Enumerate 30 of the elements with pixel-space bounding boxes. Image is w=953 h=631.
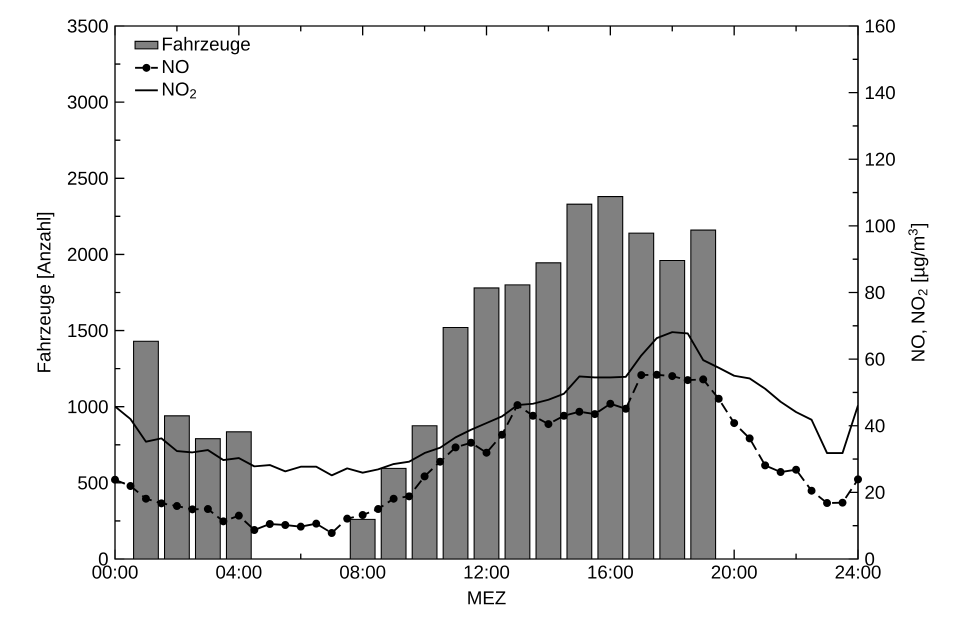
y-tick-label: 2000 bbox=[68, 248, 108, 262]
x-axis-title: MEZ bbox=[468, 591, 506, 604]
y-tick-label: 2500 bbox=[68, 172, 108, 185]
legend-label: NO$_{2}$ bbox=[162, 82, 196, 98]
legend-label: NO bbox=[162, 60, 189, 74]
y-tick-label: 500 bbox=[78, 476, 108, 490]
y-axis-title: Fahrzeuge [Anzahl] bbox=[36, 212, 54, 372]
y2-tick-label: 20 bbox=[865, 486, 885, 499]
y2-tick-label: 120 bbox=[866, 152, 895, 166]
y2-tick-label: 80 bbox=[865, 286, 885, 300]
y2-axis-title: NO, NO$_{2}$ [µg/m$^{3}$] bbox=[908, 224, 928, 361]
y-tick-label: 3000 bbox=[68, 96, 108, 109]
x-tick-label: 00:00 bbox=[92, 565, 138, 579]
y-tick-label: 3500 bbox=[68, 19, 108, 33]
x-tick-label: 12:00 bbox=[464, 565, 510, 579]
y2-tick-label: 160 bbox=[866, 19, 895, 33]
x-tick-label: 08:00 bbox=[340, 565, 386, 579]
x-tick-label: 04:00 bbox=[216, 565, 262, 579]
y-tick-label: 1500 bbox=[68, 324, 108, 338]
y2-tick-label: 100 bbox=[866, 219, 895, 232]
y2-tick-label: 0 bbox=[865, 552, 874, 566]
y-tick-label: 1000 bbox=[68, 400, 108, 414]
legend-label: Fahrzeuge bbox=[162, 36, 250, 54]
y2-tick-label: 140 bbox=[866, 86, 895, 100]
y2-tick-label: 40 bbox=[864, 419, 885, 432]
x-tick-label: 24:00 bbox=[836, 565, 881, 579]
x-tick-label: 16:00 bbox=[588, 565, 633, 579]
x-tick-label: 20:00 bbox=[712, 565, 757, 579]
y-tick-label: 0 bbox=[98, 552, 108, 566]
y2-tick-label: 60 bbox=[865, 352, 885, 366]
